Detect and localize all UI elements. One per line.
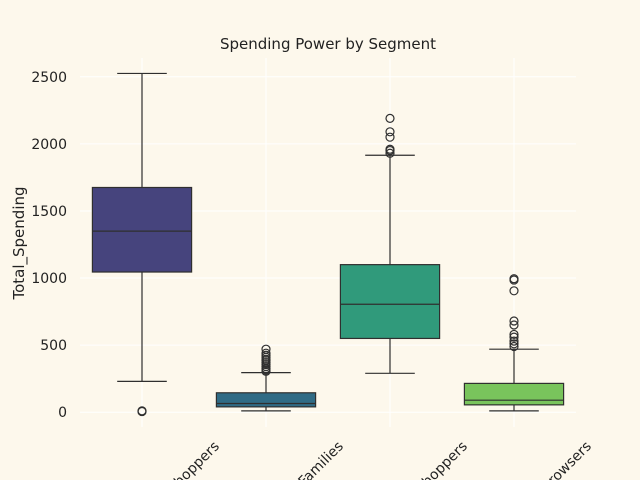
outlier-point	[385, 144, 395, 154]
outlier-point	[509, 316, 519, 326]
chart-title: Spending Power by Segment	[220, 35, 436, 53]
box-4	[463, 274, 565, 412]
outlier-point	[509, 341, 519, 352]
box-2	[215, 344, 317, 412]
y-tick-label: 500	[40, 338, 67, 354]
y-tick-label: 2000	[31, 137, 67, 153]
outlier-point	[261, 348, 271, 358]
box-3	[339, 113, 441, 374]
outlier-point	[509, 329, 519, 340]
outlier-point	[385, 132, 395, 142]
box-body	[215, 392, 317, 408]
outlier-point	[509, 320, 519, 330]
outlier-point	[509, 286, 519, 296]
outlier-point	[385, 148, 395, 158]
y-axis-label: Total_Spending	[10, 186, 29, 300]
outlier-point	[261, 344, 271, 354]
outlier-point	[509, 332, 519, 342]
outlier-point	[385, 127, 395, 137]
outlier-point	[509, 339, 519, 349]
outlier-point	[509, 336, 519, 346]
box-1	[91, 72, 193, 417]
box-body	[339, 264, 441, 340]
y-axis-ticks: 0 500 1000 1500 2000 2500	[31, 70, 67, 421]
outlier-point	[137, 406, 147, 416]
y-tick-label: 1000	[31, 271, 67, 287]
outlier-point	[509, 274, 519, 284]
boxes	[91, 72, 565, 417]
y-tick-label: 1500	[31, 204, 67, 220]
y-tick-label: 2500	[31, 70, 67, 86]
box-body	[91, 186, 193, 273]
y-tick-label: 0	[58, 405, 67, 421]
box-body	[463, 382, 565, 406]
outlier-point	[385, 113, 395, 123]
